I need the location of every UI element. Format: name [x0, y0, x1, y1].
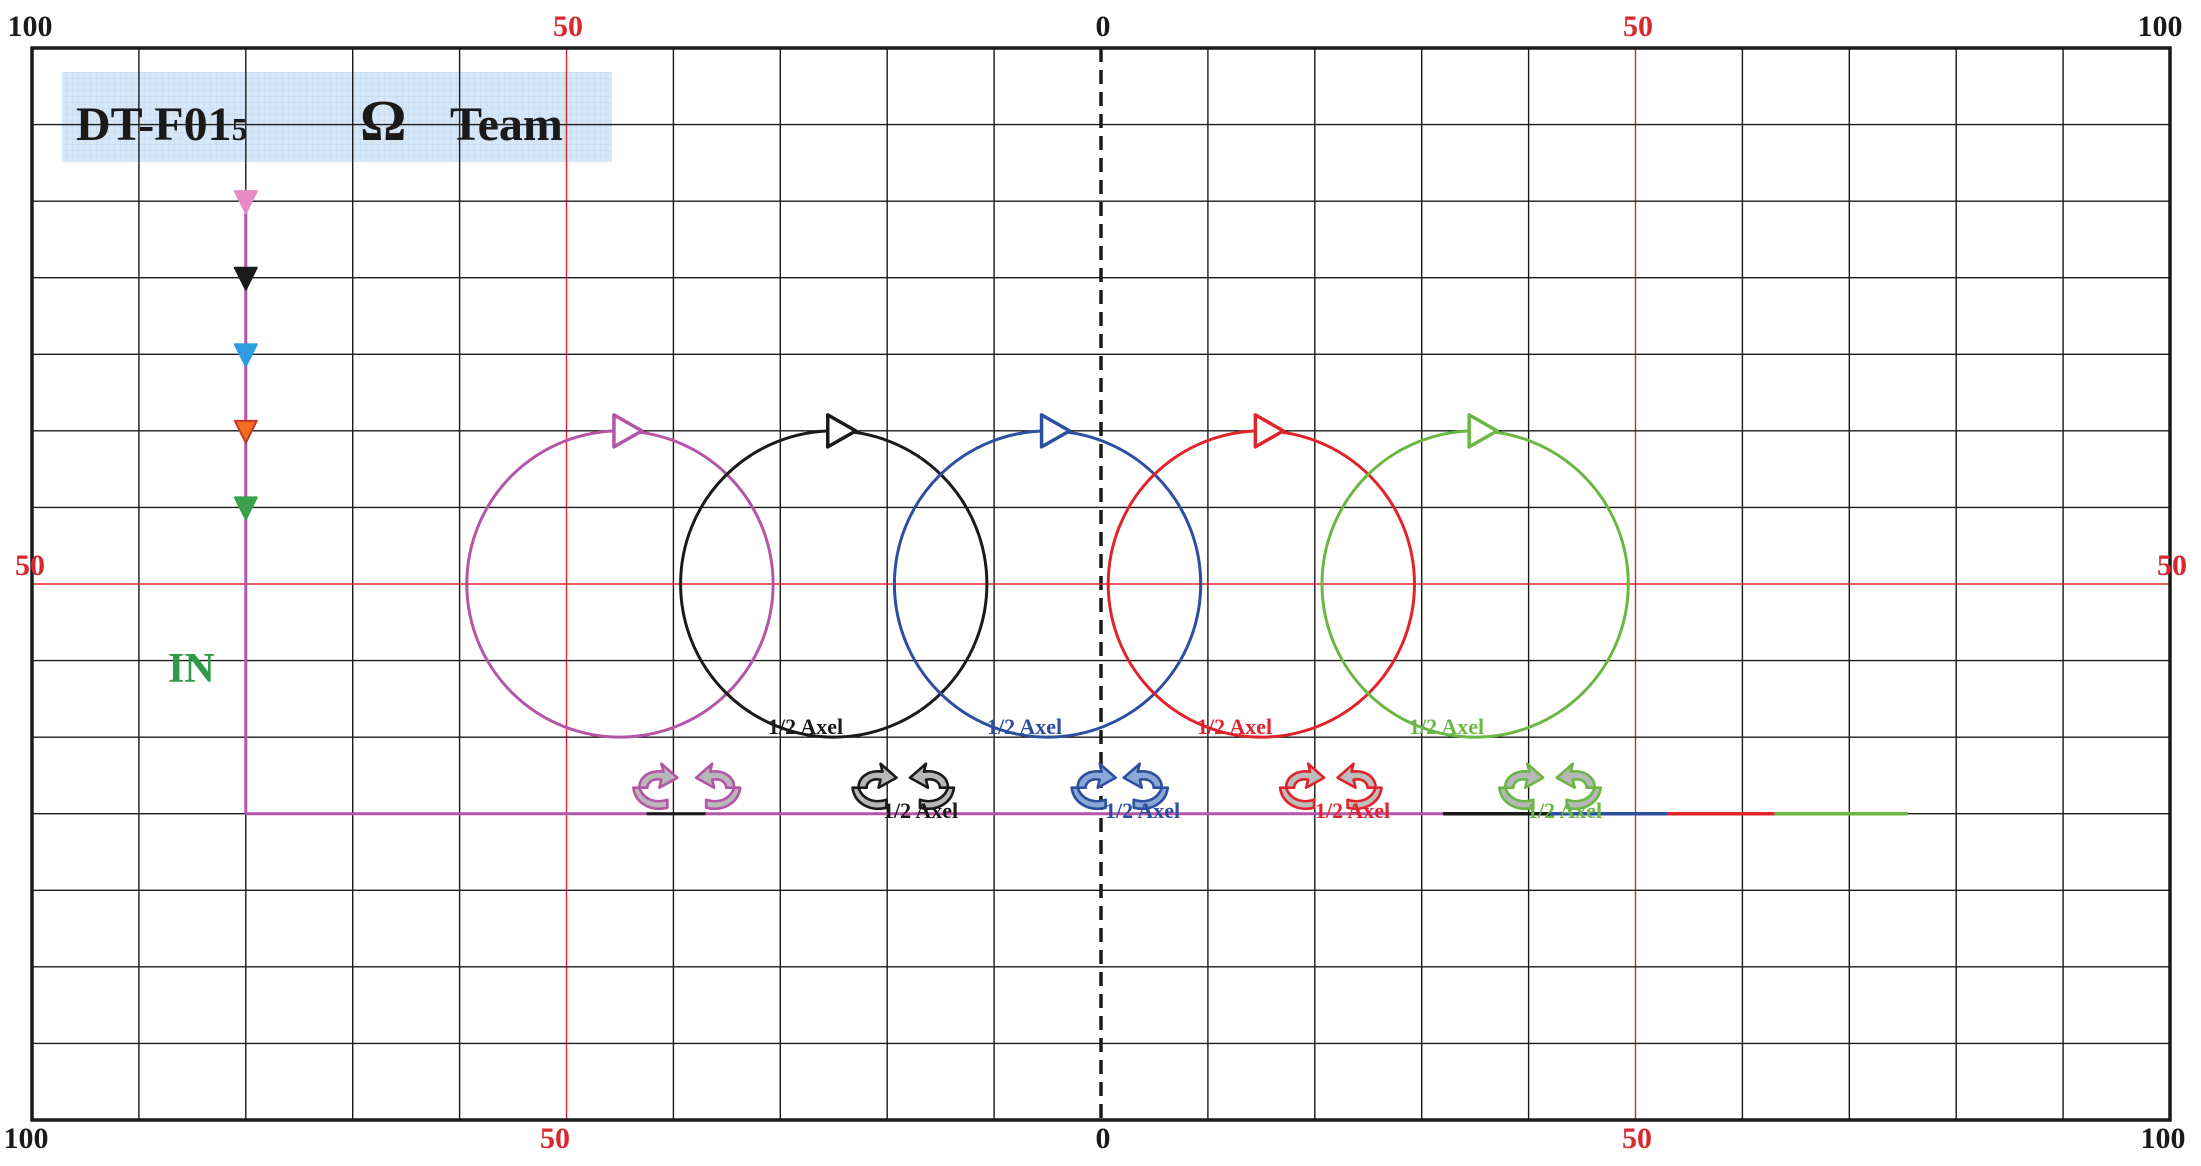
jump-markers — [632, 762, 1603, 810]
entry-marker — [233, 419, 258, 444]
direction-arrow — [1467, 413, 1499, 449]
curl-arrow-tail — [1565, 786, 1603, 810]
curl-arrow-tail — [1070, 786, 1107, 810]
right-label-50: 50 — [2157, 549, 2187, 582]
jump-labels: 1/2 Axel 1/2 Axel 1/2 Axel 1/2 Axel 1/2 … — [768, 714, 1602, 823]
jump-icon-right — [1122, 762, 1170, 810]
curl-arrow-body — [1076, 762, 1117, 790]
curl-arrow-body — [908, 762, 950, 790]
bottom-label-left-100: 100 — [4, 1122, 49, 1155]
jump-icon-right — [1336, 762, 1383, 810]
bottom-label-right-100: 100 — [2141, 1122, 2186, 1155]
entry-in-label: IN — [168, 646, 215, 692]
jump-icon-left — [1278, 762, 1326, 810]
jump-label-blue-upper: 1/2 Axel — [987, 714, 1062, 739]
curl-arrow-tail — [704, 786, 742, 810]
curl-arrow-tail — [1278, 786, 1316, 810]
jump-icon-left — [851, 762, 898, 810]
curl-arrow-body — [1555, 762, 1597, 790]
jump-icon-left — [632, 762, 679, 810]
top-label-center-0: 0 — [1096, 10, 1111, 43]
direction-arrow — [612, 413, 644, 449]
entry-marker — [233, 343, 258, 368]
jump-label-black-upper: 1/2 Axel — [768, 714, 843, 739]
title-box: DT-F015 Ω Team — [62, 72, 612, 162]
curl-arrow-body — [857, 762, 898, 790]
entry-path — [233, 190, 258, 814]
axis-labels: 100 50 0 50 100 100 50 0 50 100 50 50 — [4, 10, 2188, 1155]
direction-arrow — [826, 413, 858, 449]
jump-icon-right — [1555, 762, 1603, 810]
curl-arrow-body — [1122, 762, 1164, 790]
curl-arrow-tail — [632, 786, 669, 810]
curl-arrow-body — [1503, 762, 1545, 790]
curl-arrow-tail — [851, 786, 888, 810]
curl-arrow-tail — [1497, 786, 1535, 810]
entry-marker — [233, 496, 258, 521]
jump-label-green-upper: 1/2 Axel — [1409, 714, 1484, 739]
omega-symbol: Ω — [360, 88, 406, 153]
bottom-label-right-50: 50 — [1622, 1122, 1652, 1155]
curl-arrow-body — [694, 762, 736, 790]
top-label-right-100: 100 — [2138, 10, 2183, 43]
jump-label-red-lower: 1/2 Axel — [1315, 798, 1390, 823]
jump-icon-left — [1497, 762, 1545, 810]
jump-icon-left — [1070, 762, 1117, 810]
top-label-left-50: 50 — [553, 10, 583, 43]
bottom-label-center-0: 0 — [1096, 1122, 1111, 1155]
entry-marker — [233, 266, 258, 291]
curl-arrow-body — [638, 762, 679, 790]
curl-arrow-tail — [1132, 786, 1170, 810]
jump-label-black-lower: 1/2 Axel — [883, 798, 958, 823]
skater-paths — [245, 413, 1909, 816]
diagram-code-subscript: 5 — [232, 111, 248, 147]
top-label-left-100: 100 — [8, 10, 53, 43]
jump-label-red-upper: 1/2 Axel — [1197, 714, 1272, 739]
jump-icon-right — [908, 762, 956, 810]
jump-label-green-lower: 1/2 Axel — [1527, 798, 1602, 823]
curl-arrow-body — [1336, 762, 1377, 790]
curl-arrow-tail — [1346, 786, 1383, 810]
bottom-label-left-50: 50 — [540, 1122, 570, 1155]
title-box-background — [62, 72, 612, 162]
curl-arrow-body — [1284, 762, 1326, 790]
jump-icon-right — [694, 762, 742, 810]
rink-grid — [30, 46, 2172, 1122]
direction-arrow — [1039, 413, 1072, 449]
jump-label-blue-lower: 1/2 Axel — [1105, 798, 1180, 823]
entry-marker — [233, 190, 258, 215]
rink-border — [30, 46, 2172, 1122]
left-label-50: 50 — [15, 549, 45, 582]
curl-arrow-tail — [918, 786, 956, 810]
direction-arrow — [1253, 413, 1286, 449]
top-label-right-50: 50 — [1623, 10, 1653, 43]
